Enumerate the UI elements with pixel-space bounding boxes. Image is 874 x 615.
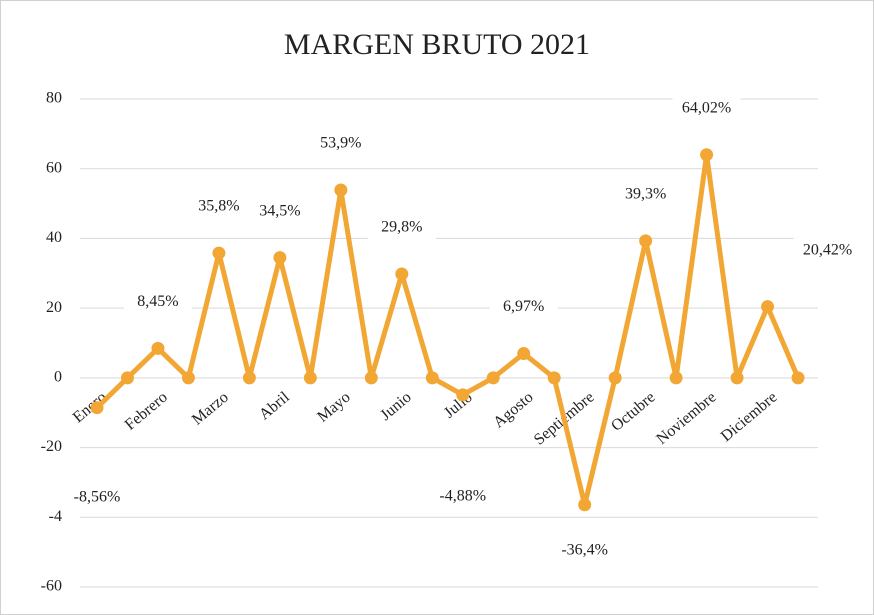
y-tick-label: -60 xyxy=(41,578,62,595)
data-label: -8,56% xyxy=(74,488,121,505)
data-point xyxy=(151,341,165,355)
y-tick-label: 80 xyxy=(46,90,62,107)
data-label-bg xyxy=(184,194,253,221)
data-point xyxy=(181,371,195,385)
data-label: 39,3% xyxy=(625,186,666,203)
data-point xyxy=(700,148,714,162)
data-point xyxy=(90,401,104,415)
y-tick-label: 40 xyxy=(46,229,62,246)
data-label: 8,45% xyxy=(137,293,178,310)
chart-title: MARGEN BRUTO 2021 xyxy=(284,28,590,61)
data-line xyxy=(95,152,801,508)
data-label: 20,42% xyxy=(803,241,852,258)
data-point xyxy=(212,246,226,260)
data-point xyxy=(791,371,805,385)
y-tick-label: 60 xyxy=(46,159,62,176)
data-label: 64,02% xyxy=(682,99,731,116)
data-label-bg xyxy=(245,198,314,225)
data-label-bg xyxy=(672,95,741,122)
data-point xyxy=(639,234,653,248)
data-point xyxy=(364,371,378,385)
y-tick-label: -4 xyxy=(49,508,62,525)
data-point xyxy=(761,300,775,314)
data-label: 53,9% xyxy=(320,135,361,152)
data-label: 35,8% xyxy=(198,198,239,215)
data-point xyxy=(608,371,622,385)
data-point xyxy=(395,267,409,281)
data-label-bg xyxy=(306,130,375,157)
data-point xyxy=(242,371,256,385)
y-tick-label: 20 xyxy=(46,299,62,316)
data-label-bg xyxy=(489,294,558,321)
data-label-bg xyxy=(793,237,862,264)
data-point xyxy=(334,183,348,197)
data-label: 6,97% xyxy=(503,298,544,315)
data-point xyxy=(578,498,592,512)
data-label-bg xyxy=(63,484,131,511)
data-label-bg xyxy=(550,537,619,564)
data-label-bg xyxy=(428,483,497,510)
data-label-bg xyxy=(367,214,436,241)
data-label: -36,4% xyxy=(561,541,608,558)
data-label-bg xyxy=(123,289,192,316)
y-tick-label: -20 xyxy=(41,438,62,455)
data-point xyxy=(425,371,439,385)
data-point xyxy=(303,371,317,385)
data-point xyxy=(730,371,744,385)
data-point xyxy=(120,371,134,385)
data-point xyxy=(456,388,470,402)
data-point xyxy=(273,251,287,265)
data-label: 34,5% xyxy=(259,202,300,219)
data-label: 29,8% xyxy=(381,219,422,236)
data-point xyxy=(669,371,683,385)
data-point xyxy=(547,371,561,385)
data-point xyxy=(486,371,500,385)
data-label-bg xyxy=(611,181,680,208)
data-point xyxy=(517,347,531,361)
data-label: -4,88% xyxy=(439,488,486,505)
y-tick-label: 0 xyxy=(54,369,62,386)
